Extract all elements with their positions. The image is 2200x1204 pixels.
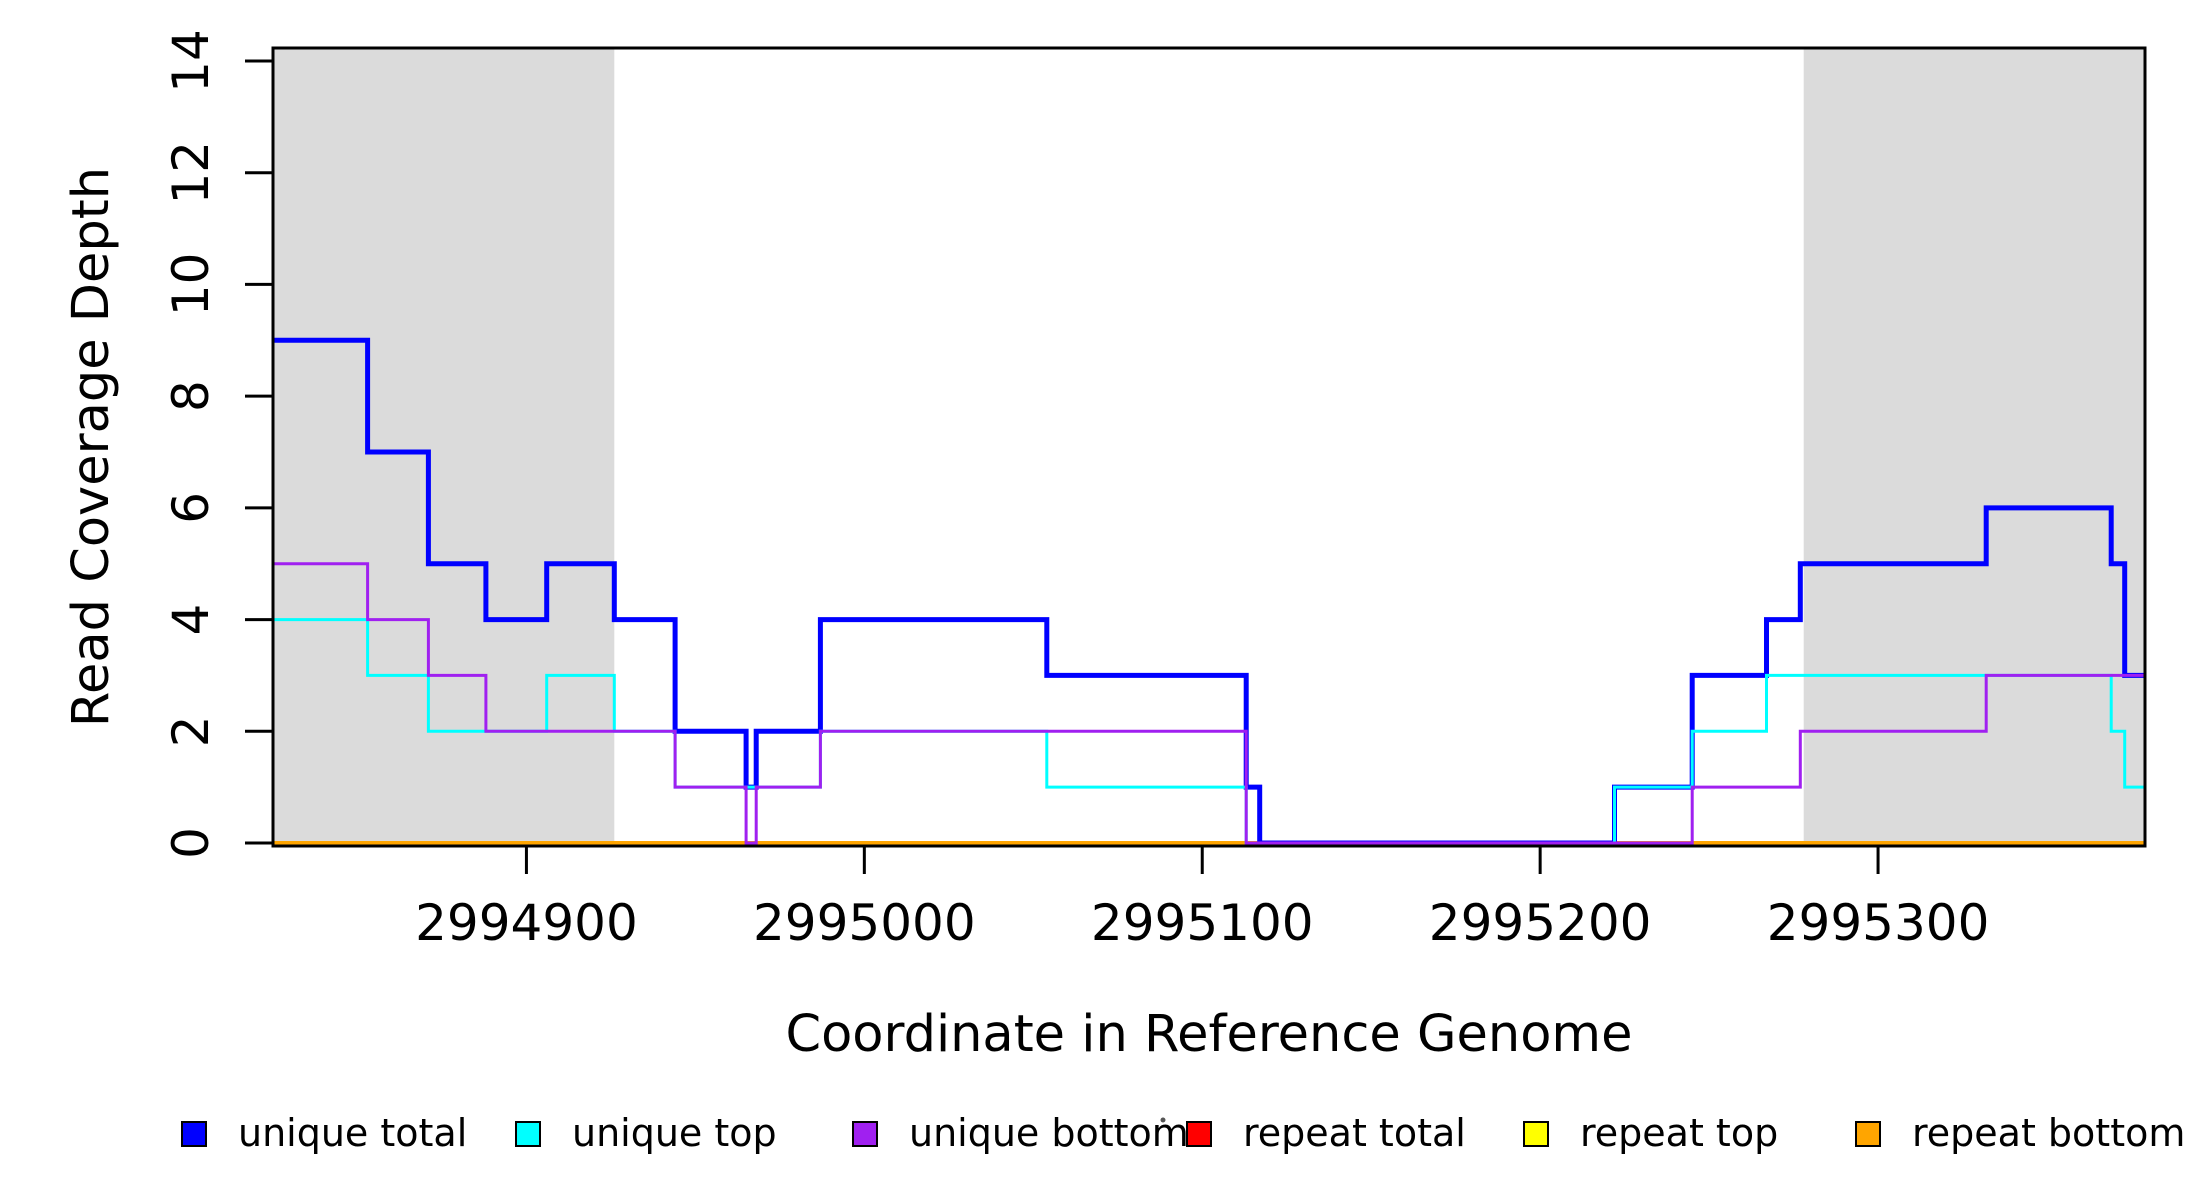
series-lines-layer [273,337,2145,846]
legend-item-repeat-bottom: repeat bottom [1855,1111,2185,1155]
x-tick-label: 2995300 [1767,894,1990,952]
legend-label: unique top [572,1111,777,1155]
legend-item-unique-total: unique total [181,1111,467,1155]
y-tick-label: 4 [162,604,220,636]
y-tick-label: 8 [162,380,220,412]
legend-item-repeat-total: repeat total [1186,1111,1466,1155]
plot-box [271,46,2147,848]
shaded-regions-layer [273,48,2145,846]
shaded-region [273,48,615,846]
legend-swatch-repeat-top [1523,1121,1549,1147]
x-axis-title: Coordinate in Reference Genome [785,1005,1632,1064]
series-line-unique-total [273,337,2145,846]
shaded-region [1803,48,2145,846]
x-tick-label: 2994900 [415,894,638,952]
legend-label: repeat top [1580,1111,1778,1155]
legend-swatch-repeat-total [1186,1121,1212,1147]
x-tick-label: 2995200 [1429,894,1652,952]
axis-ticks-layer: 2994900 2995000 2995100 2995200 2995300 0 2 4 6 8… [162,29,1989,952]
legend-label: repeat bottom [1912,1111,2185,1155]
plot-box-layer [271,46,2147,848]
legend-swatch-unique-total [181,1121,207,1147]
legend: unique total unique top unique bottom repea… [181,1111,2185,1155]
y-tick-label: 0 [162,827,220,859]
legend-swatch-unique-bottom [852,1121,878,1147]
x-tick-label: 2995100 [1091,894,1314,952]
legend-label: unique total [238,1111,467,1155]
stray-mark-dot [1160,1117,1166,1123]
legend-item-unique-top: unique top [515,1111,777,1155]
legend-label: unique bottom [909,1111,1189,1155]
legend-item-repeat-top: repeat top [1523,1111,1778,1155]
y-tick-label: 6 [162,492,220,524]
legend-item-unique-bottom: unique bottom [852,1111,1189,1155]
legend-swatch-repeat-bottom [1855,1121,1881,1147]
y-tick-label: 14 [162,29,220,93]
y-tick-label: 2 [162,715,220,747]
series-line-unique-bottom [273,562,2145,845]
legend-label: repeat total [1243,1111,1466,1155]
y-axis-title: Read Coverage Depth [62,167,121,727]
legend-swatch-unique-top [515,1121,541,1147]
y-tick-label: 12 [162,141,220,205]
y-tick-label: 10 [162,253,220,317]
x-tick-label: 2995000 [753,894,976,952]
